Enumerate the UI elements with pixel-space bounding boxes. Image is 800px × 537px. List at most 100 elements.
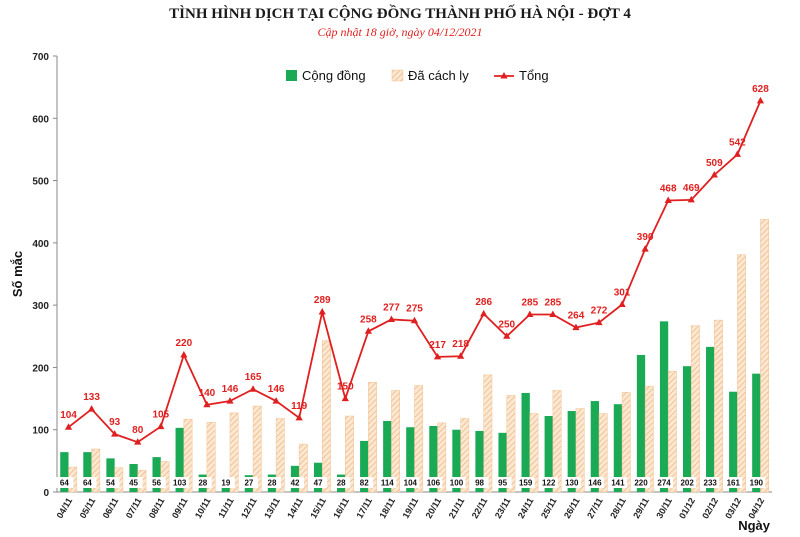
bar-value-box bbox=[193, 477, 212, 488]
bar-value-box bbox=[631, 477, 650, 488]
legend-swatch-cong-dong bbox=[286, 70, 297, 81]
x-tick-label: 11/11 bbox=[216, 496, 235, 520]
bar-value-box bbox=[239, 477, 258, 488]
bar-da-cach-ly bbox=[206, 421, 216, 493]
bar-cong-dong bbox=[752, 373, 761, 492]
data-label-tong: 285 bbox=[545, 297, 562, 308]
bar-value-label: 64 bbox=[83, 479, 92, 488]
bar-da-cach-ly bbox=[714, 319, 723, 493]
point-tong bbox=[364, 327, 372, 334]
bar-cong-dong bbox=[175, 427, 184, 492]
bar-value-label: 47 bbox=[314, 479, 323, 488]
data-label-tong: 119 bbox=[291, 401, 308, 412]
bar-da-cach-ly bbox=[644, 385, 654, 493]
bar-da-cach-ly bbox=[275, 418, 285, 493]
point-tong bbox=[226, 397, 234, 404]
x-tick-label: 16/11 bbox=[331, 496, 351, 520]
x-tick-label: 20/11 bbox=[424, 496, 444, 520]
bar-value-box bbox=[124, 477, 143, 488]
legend-marker-tong bbox=[500, 72, 508, 79]
bar-cong-dong bbox=[106, 458, 115, 492]
point-tong bbox=[526, 310, 534, 317]
bar-value-label: 82 bbox=[360, 479, 369, 488]
y-tick-label: 200 bbox=[32, 363, 49, 374]
bar-value-label: 161 bbox=[727, 479, 741, 488]
point-tong bbox=[480, 309, 488, 317]
bar-value-box bbox=[747, 477, 766, 488]
data-label-tong: 220 bbox=[176, 338, 193, 349]
x-tick-label: 30/11 bbox=[654, 496, 674, 520]
x-axis-label: Ngày bbox=[738, 518, 771, 533]
chart-subtitle: Cập nhật 18 giờ, ngày 04/12/2021 bbox=[317, 25, 483, 39]
bar-value-label: 122 bbox=[542, 479, 556, 488]
data-label-tong: 289 bbox=[314, 295, 331, 306]
bar-value-label: 106 bbox=[427, 479, 441, 488]
y-tick-label: 400 bbox=[32, 239, 49, 250]
x-tick-label: 27/11 bbox=[585, 496, 605, 520]
point-tong bbox=[687, 195, 695, 203]
bar-value-box bbox=[101, 477, 120, 488]
x-tick-label: 23/11 bbox=[493, 496, 513, 520]
bar-value-label: 28 bbox=[337, 479, 346, 488]
bar-da-cach-ly bbox=[252, 405, 262, 493]
bar-value-box bbox=[424, 477, 443, 488]
y-axis-label: Số mắc bbox=[10, 251, 25, 297]
bar-da-cach-ly bbox=[621, 392, 631, 493]
bar-value-label: 42 bbox=[291, 479, 300, 488]
point-tong bbox=[595, 318, 603, 326]
bar-da-cach-ly bbox=[345, 415, 354, 493]
bar-value-box bbox=[55, 477, 74, 488]
point-tong bbox=[387, 315, 396, 322]
data-label-tong: 277 bbox=[383, 302, 400, 313]
point-tong bbox=[87, 405, 96, 412]
x-tick-label: 08/11 bbox=[147, 496, 167, 520]
bar-da-cach-ly bbox=[460, 418, 470, 493]
bar-da-cach-ly bbox=[183, 418, 193, 493]
point-tong bbox=[180, 350, 188, 358]
point-tong bbox=[549, 310, 557, 317]
bar-da-cach-ly bbox=[691, 325, 700, 493]
data-label-tong: 146 bbox=[268, 384, 285, 395]
bar-cong-dong bbox=[682, 366, 692, 492]
x-tick-label: 04/12 bbox=[746, 496, 766, 521]
x-tick-label: 01/12 bbox=[677, 496, 697, 521]
bar-value-label: 202 bbox=[680, 479, 694, 488]
point-tong bbox=[111, 430, 119, 437]
bar-value-label: 146 bbox=[588, 479, 602, 488]
x-tick-label: 15/11 bbox=[308, 496, 328, 520]
bar-value-box bbox=[309, 477, 328, 488]
data-label-tong: 468 bbox=[660, 184, 677, 195]
data-label-tong: 542 bbox=[729, 137, 746, 148]
legend-label-tong: Tổng bbox=[519, 68, 549, 83]
bar-value-label: 19 bbox=[221, 479, 230, 488]
bar-value-label: 28 bbox=[268, 479, 277, 488]
data-label-tong: 104 bbox=[60, 410, 77, 421]
legend-swatch-da-cach-ly bbox=[391, 69, 404, 82]
data-label-tong: 165 bbox=[245, 372, 262, 383]
x-tick-label: 13/11 bbox=[262, 496, 282, 520]
chart-title: TÌNH HÌNH DỊCH TẠI CỘNG ĐỒNG THÀNH PHỐ H… bbox=[169, 6, 631, 22]
point-tong bbox=[295, 413, 303, 421]
x-tick-label: 09/11 bbox=[170, 496, 190, 520]
bar-value-label: 54 bbox=[106, 479, 115, 488]
data-label-tong: 628 bbox=[752, 84, 769, 95]
bar-da-cach-ly bbox=[437, 422, 447, 493]
bar-value-box bbox=[493, 477, 512, 488]
bar-cong-dong bbox=[452, 429, 461, 492]
point-tong bbox=[503, 332, 511, 339]
bar-value-label: 56 bbox=[152, 479, 161, 488]
bar-value-label: 104 bbox=[404, 479, 418, 488]
x-tick-label: 03/12 bbox=[723, 496, 743, 521]
bar-cong-dong bbox=[521, 392, 530, 492]
bar-da-cach-ly bbox=[667, 370, 677, 493]
bar-value-label: 45 bbox=[129, 479, 138, 488]
bar-value-label: 159 bbox=[519, 479, 533, 488]
bar-value-box bbox=[78, 477, 97, 488]
bar-da-cach-ly bbox=[552, 390, 562, 493]
bar-value-box bbox=[286, 477, 305, 488]
bar-value-box bbox=[147, 477, 166, 488]
point-tong bbox=[433, 352, 442, 360]
bar-da-cach-ly bbox=[575, 408, 585, 493]
bar-cong-dong bbox=[544, 416, 553, 492]
